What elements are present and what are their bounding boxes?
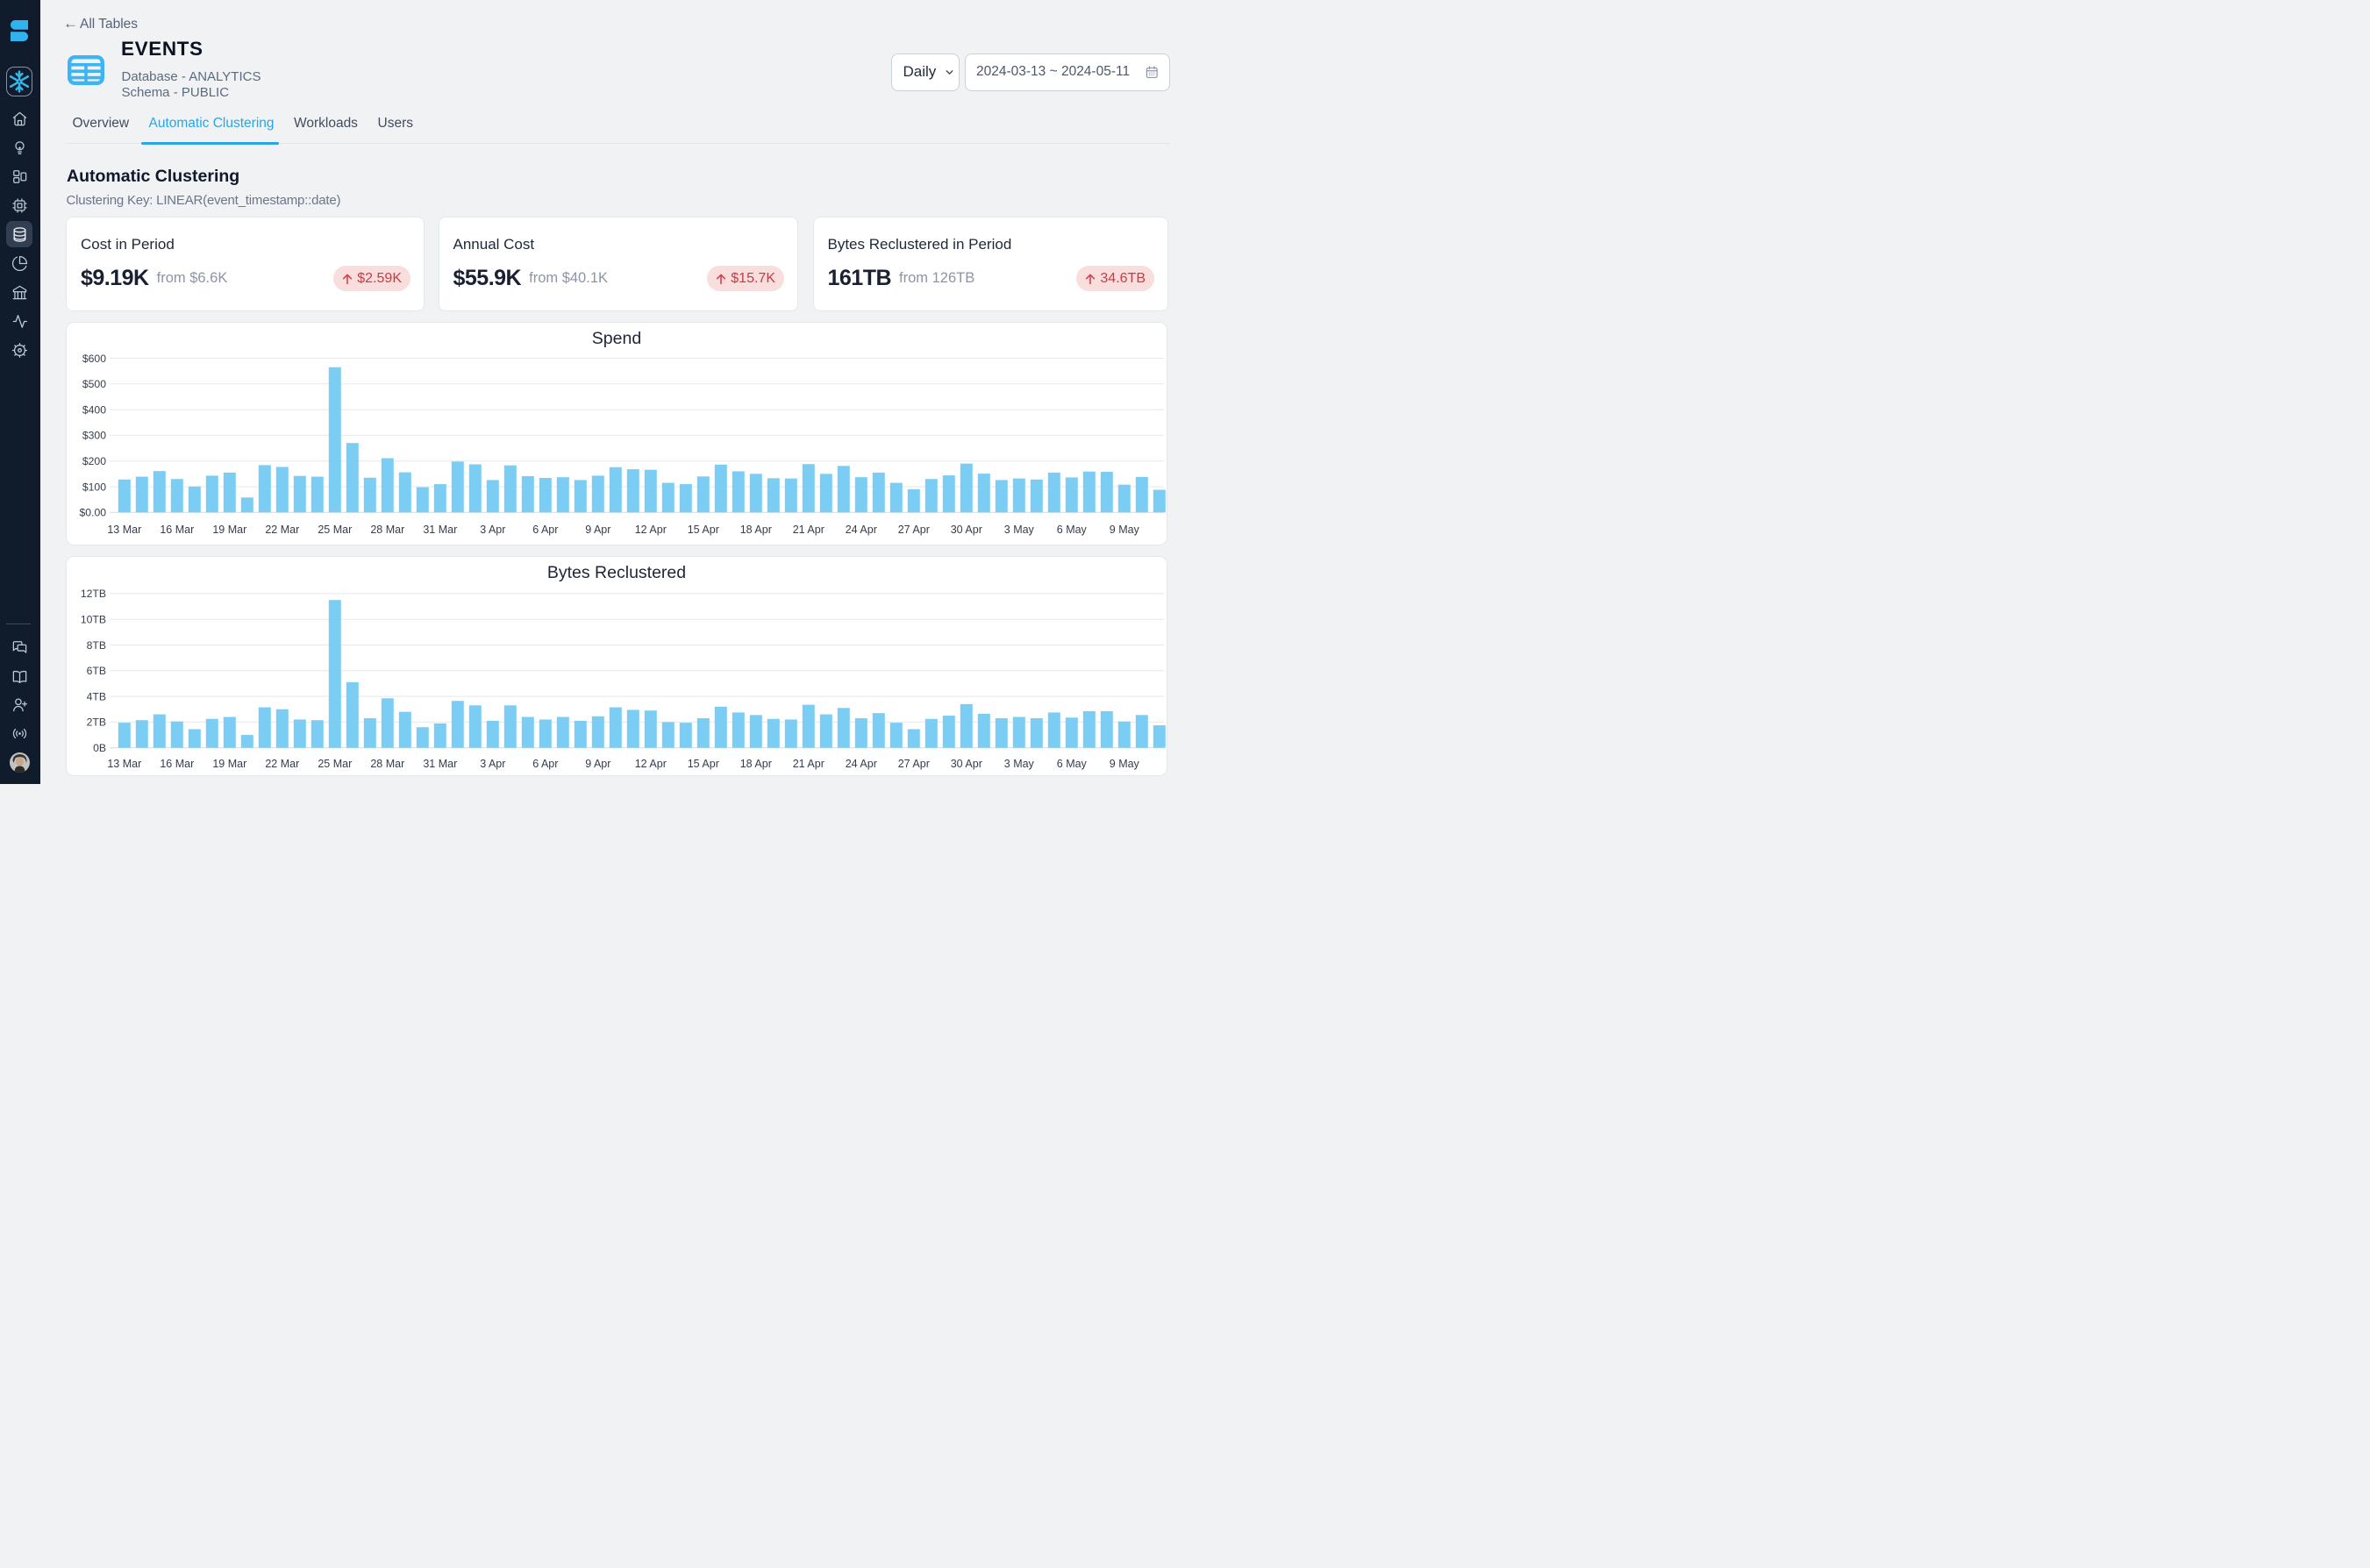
svg-text:24 Apr: 24 Apr xyxy=(846,524,877,536)
svg-text:6 Apr: 6 Apr xyxy=(532,758,558,770)
svg-text:27 Apr: 27 Apr xyxy=(898,758,930,770)
svg-text:3 Apr: 3 Apr xyxy=(480,758,505,770)
svg-text:16 Mar: 16 Mar xyxy=(160,758,194,770)
svg-text:12 Apr: 12 Apr xyxy=(635,758,667,770)
svg-text:19 Mar: 19 Mar xyxy=(212,524,246,536)
svg-text:$600: $600 xyxy=(82,353,106,365)
svg-text:$500: $500 xyxy=(82,378,106,390)
svg-text:22 Mar: 22 Mar xyxy=(265,524,299,536)
svg-text:30 Apr: 30 Apr xyxy=(951,524,982,536)
svg-text:28 Mar: 28 Mar xyxy=(370,524,404,536)
svg-text:15 Apr: 15 Apr xyxy=(688,758,719,770)
svg-text:2TB: 2TB xyxy=(87,716,106,728)
svg-text:15 Apr: 15 Apr xyxy=(688,524,719,536)
svg-text:18 Apr: 18 Apr xyxy=(740,524,772,536)
svg-text:21 Apr: 21 Apr xyxy=(793,758,825,770)
svg-text:9 May: 9 May xyxy=(1110,758,1140,770)
svg-text:4TB: 4TB xyxy=(87,690,106,702)
svg-text:$400: $400 xyxy=(82,403,106,416)
svg-text:6 May: 6 May xyxy=(1057,758,1088,770)
svg-text:$200: $200 xyxy=(82,455,106,467)
svg-text:22 Mar: 22 Mar xyxy=(265,758,299,770)
svg-text:0B: 0B xyxy=(93,742,106,754)
svg-text:$300: $300 xyxy=(82,430,106,442)
svg-text:3 May: 3 May xyxy=(1004,758,1035,770)
svg-text:$0.00: $0.00 xyxy=(80,507,107,519)
svg-text:10TB: 10TB xyxy=(81,613,106,625)
svg-text:9 Apr: 9 Apr xyxy=(585,524,610,536)
svg-text:3 May: 3 May xyxy=(1004,524,1035,536)
svg-text:31 Mar: 31 Mar xyxy=(423,758,457,770)
svg-text:31 Mar: 31 Mar xyxy=(423,524,457,536)
svg-text:3 Apr: 3 Apr xyxy=(480,524,505,536)
svg-text:6 Apr: 6 Apr xyxy=(532,524,558,536)
svg-text:13 Mar: 13 Mar xyxy=(107,758,141,770)
svg-text:19 Mar: 19 Mar xyxy=(212,758,246,770)
svg-text:6 May: 6 May xyxy=(1057,524,1088,536)
svg-text:6TB: 6TB xyxy=(87,665,106,677)
svg-text:9 Apr: 9 Apr xyxy=(585,758,610,770)
svg-text:30 Apr: 30 Apr xyxy=(951,758,982,770)
svg-text:8TB: 8TB xyxy=(87,638,106,651)
svg-text:13 Mar: 13 Mar xyxy=(107,524,141,536)
svg-text:24 Apr: 24 Apr xyxy=(846,758,877,770)
svg-text:9 May: 9 May xyxy=(1110,524,1140,536)
svg-text:21 Apr: 21 Apr xyxy=(793,524,825,536)
svg-text:28 Mar: 28 Mar xyxy=(370,758,404,770)
svg-text:27 Apr: 27 Apr xyxy=(898,524,930,536)
svg-text:16 Mar: 16 Mar xyxy=(160,524,194,536)
svg-text:25 Mar: 25 Mar xyxy=(318,524,352,536)
svg-text:25 Mar: 25 Mar xyxy=(318,758,352,770)
svg-text:12 Apr: 12 Apr xyxy=(635,524,667,536)
svg-text:18 Apr: 18 Apr xyxy=(740,758,772,770)
svg-text:$100: $100 xyxy=(82,481,106,493)
svg-text:12TB: 12TB xyxy=(81,588,106,600)
